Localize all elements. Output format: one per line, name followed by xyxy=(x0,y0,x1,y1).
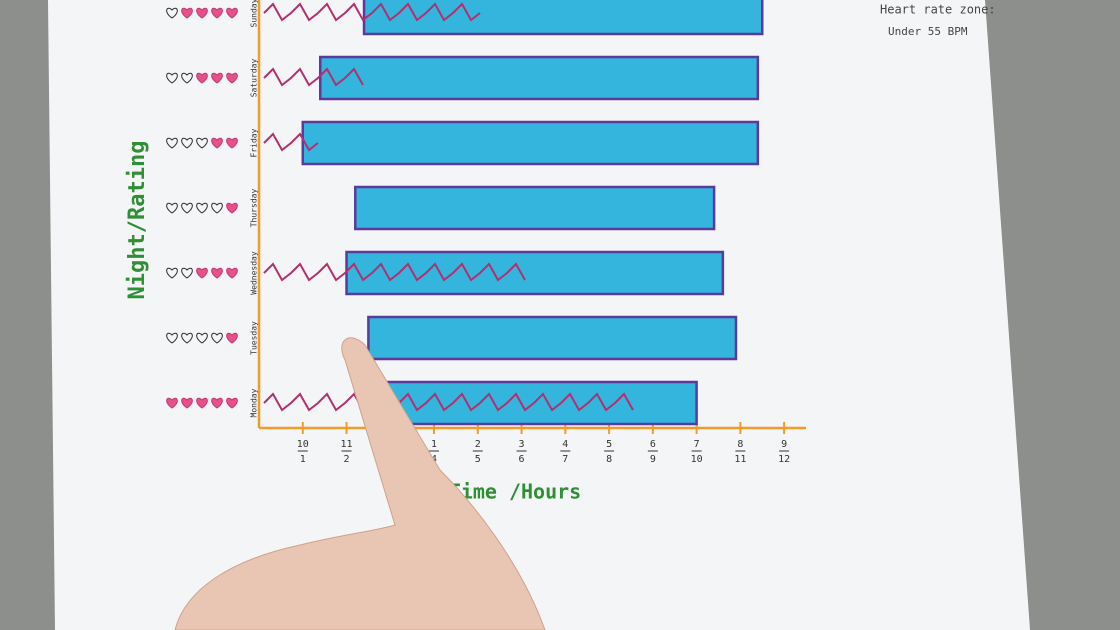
rating-heart xyxy=(226,7,238,19)
empty-heart xyxy=(181,137,193,149)
legend-text: Under 55 BPM xyxy=(888,25,968,38)
x-tick-label: 8 xyxy=(606,454,612,465)
rating-heart xyxy=(226,267,238,279)
x-tick-clock-label: 10 xyxy=(297,439,309,450)
bar xyxy=(362,0,764,36)
empty-heart xyxy=(166,7,178,19)
category-label: Saturday xyxy=(250,59,259,98)
category-label: Sunday xyxy=(250,0,259,27)
empty-heart xyxy=(211,332,223,344)
empty-heart xyxy=(166,332,178,344)
category-label: Tuesday xyxy=(250,321,259,355)
rating-heart xyxy=(166,397,178,409)
x-tick-clock-label: 9 xyxy=(781,439,787,450)
x-tick-label: 10 xyxy=(691,454,703,465)
finger xyxy=(174,337,546,630)
empty-heart xyxy=(166,202,178,214)
empty-heart xyxy=(181,202,193,214)
x-tick-label: 2 xyxy=(344,454,350,465)
rating-heart xyxy=(211,72,223,84)
empty-heart xyxy=(181,72,193,84)
empty-heart xyxy=(166,137,178,149)
bar xyxy=(319,55,760,101)
y-axis-label: Night/Rating xyxy=(125,141,150,300)
bar xyxy=(380,380,698,426)
x-tick-clock-label: 8 xyxy=(737,439,743,450)
heart-rate-trace xyxy=(263,262,526,282)
paper xyxy=(48,0,1030,630)
rating-heart xyxy=(226,332,238,344)
heart-rate-trace xyxy=(263,2,481,22)
rating-heart xyxy=(226,202,238,214)
bar xyxy=(345,250,725,296)
category-label: Friday xyxy=(250,128,259,157)
bar xyxy=(354,185,716,231)
rating-heart xyxy=(226,72,238,84)
rating-heart xyxy=(226,397,238,409)
empty-heart xyxy=(181,332,193,344)
rating-heart xyxy=(196,267,208,279)
empty-heart xyxy=(196,332,208,344)
empty-heart xyxy=(196,202,208,214)
rating-heart xyxy=(226,137,238,149)
x-tick-label: 7 xyxy=(562,454,568,465)
x-tick-label: 11 xyxy=(734,454,746,465)
bar xyxy=(301,120,760,166)
x-tick-clock-label: 11 xyxy=(340,439,352,450)
plot: 101112123142536475869710811912SundaySatu… xyxy=(166,0,806,465)
empty-heart xyxy=(196,137,208,149)
category-label: Wednesday xyxy=(250,251,259,295)
x-tick-label: 9 xyxy=(650,454,656,465)
heart-rate-trace xyxy=(263,392,634,412)
empty-heart xyxy=(181,267,193,279)
x-tick-label: 12 xyxy=(778,454,790,465)
empty-heart xyxy=(211,202,223,214)
x-axis-label: Time /Hours xyxy=(449,480,581,504)
legend-title: Heart rate zone: xyxy=(880,3,996,17)
rating-heart xyxy=(181,7,193,19)
rating-heart xyxy=(211,397,223,409)
x-tick-clock-label: 6 xyxy=(650,439,656,450)
rating-heart xyxy=(196,397,208,409)
x-tick-label: 1 xyxy=(300,454,306,465)
rating-heart xyxy=(211,137,223,149)
rating-heart xyxy=(181,397,193,409)
x-tick-clock-label: 5 xyxy=(606,439,612,450)
rating-heart xyxy=(211,7,223,19)
rating-heart xyxy=(196,7,208,19)
empty-heart xyxy=(166,267,178,279)
x-tick-clock-label: 4 xyxy=(562,439,568,450)
category-label: Thursday xyxy=(250,189,259,228)
category-label: Monday xyxy=(250,388,259,417)
rating-heart xyxy=(211,267,223,279)
x-tick-label: 5 xyxy=(475,454,481,465)
bar xyxy=(367,315,738,361)
heart-rate-trace xyxy=(263,132,319,152)
rating-heart xyxy=(196,72,208,84)
empty-heart xyxy=(166,72,178,84)
x-tick-clock-label: 3 xyxy=(519,439,525,450)
x-tick-label: 6 xyxy=(519,454,525,465)
x-tick-clock-label: 1 xyxy=(431,439,437,450)
heart-rate-trace xyxy=(263,67,364,87)
x-tick-clock-label: 2 xyxy=(475,439,481,450)
x-tick-clock-label: 7 xyxy=(694,439,700,450)
